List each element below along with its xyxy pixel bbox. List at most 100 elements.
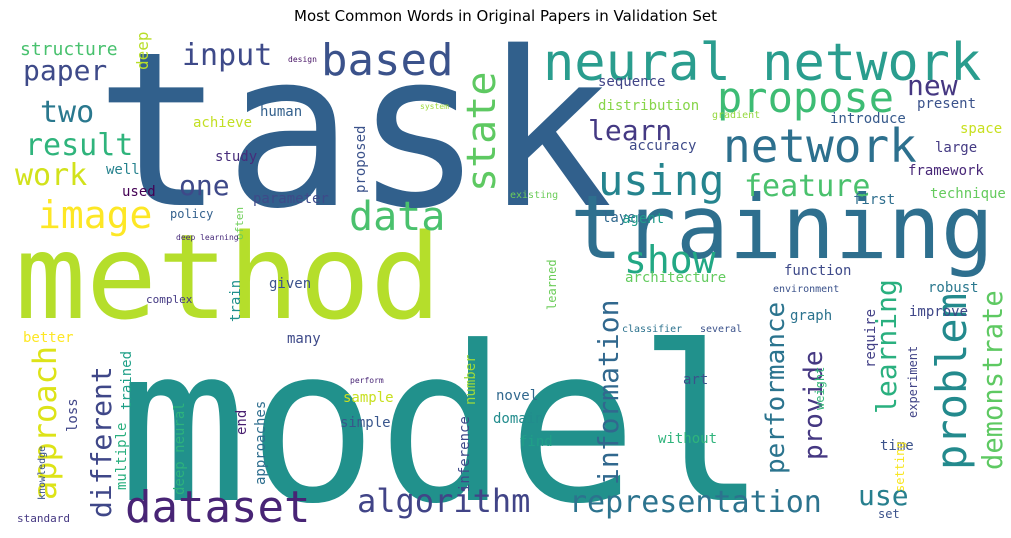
word-learn: learn: [588, 114, 672, 147]
word-simple: simple: [340, 415, 391, 431]
word-multiple: multiple: [114, 423, 130, 490]
word-provide: provide: [799, 350, 829, 460]
word-accuracy: accuracy: [629, 138, 696, 154]
chart-title: Most Common Words in Original Papers in …: [294, 7, 717, 25]
word-weight: weight: [813, 367, 827, 410]
word-art: art: [683, 372, 708, 388]
word-training: training: [570, 176, 994, 279]
word-agent: agent: [622, 211, 664, 227]
word-used: used: [122, 184, 156, 200]
word-paper: paper: [23, 54, 107, 87]
word-require: require: [863, 309, 879, 368]
word-achieve: achieve: [193, 115, 252, 131]
word-many: many: [287, 331, 321, 347]
word-new: new: [907, 69, 958, 102]
word-often: often: [233, 207, 246, 240]
word-space: space: [960, 121, 1002, 137]
word-well: well: [106, 162, 140, 178]
word-standard: standard: [17, 512, 70, 525]
word-algorithm: algorithm: [357, 482, 530, 520]
word-deep: deep: [133, 31, 152, 70]
word-distribution: distribution: [598, 98, 699, 114]
word-feature: feature: [744, 169, 870, 204]
word-proposed: proposed: [353, 126, 369, 193]
word-design: design: [288, 55, 317, 64]
word-using: using: [598, 156, 724, 205]
word-gradient: gradient: [712, 110, 760, 121]
word-model: model: [118, 300, 767, 538]
word-architecture: architecture: [625, 270, 726, 286]
word-problem: problem: [927, 293, 976, 470]
word-sample: sample: [343, 390, 394, 406]
word-propose: propose: [717, 73, 894, 122]
word-first: first: [853, 192, 895, 208]
word-image: image: [38, 193, 152, 237]
word-large: large: [935, 140, 977, 156]
word-network: network: [723, 119, 917, 173]
word-without: without: [658, 431, 717, 447]
word-information: information: [592, 300, 625, 485]
word-technique: technique: [930, 186, 1006, 202]
word-parameter: parameter: [253, 191, 329, 207]
word-sequence: sequence: [598, 74, 665, 90]
word-train: train: [228, 280, 244, 322]
word-use: use: [858, 479, 909, 512]
word-end: end: [234, 410, 250, 435]
word-function: function: [784, 263, 851, 279]
word-one: one: [179, 169, 230, 202]
word-representation: representation: [569, 485, 822, 520]
word-graph: graph: [790, 308, 832, 324]
word-knowledge: knowledge: [37, 446, 48, 500]
word-input: input: [182, 38, 272, 73]
word-robust: robust: [928, 280, 979, 296]
word-two: two: [40, 95, 94, 130]
word-show: show: [624, 238, 716, 282]
word-inference: inference: [457, 416, 473, 492]
word-deep-learning: deep learning: [176, 233, 239, 242]
word-work: work: [15, 158, 87, 193]
word-setting: setting: [893, 441, 907, 492]
word-environment: environment: [773, 284, 839, 295]
word-layer: layer: [602, 210, 644, 226]
word-human: human: [260, 104, 302, 120]
word-performance: performance: [761, 302, 791, 474]
word-improve: improve: [909, 304, 968, 320]
word-novel: novel: [496, 388, 538, 404]
word-system: system: [420, 102, 449, 111]
word-several: several: [700, 324, 742, 335]
word-complex: complex: [146, 293, 193, 306]
word-task: task: [95, 5, 613, 256]
word-deep-neural: deep neural: [172, 402, 188, 495]
word-time: time: [880, 438, 914, 454]
word-trained: trained: [119, 351, 135, 410]
word-result: result: [25, 128, 133, 163]
word-find: find: [519, 434, 553, 450]
word-domain: domain: [493, 411, 544, 427]
word-better: better: [23, 330, 74, 346]
word-introduce: introduce: [830, 111, 906, 127]
word-approaches: approaches: [253, 401, 269, 485]
word-classifier: classifier: [622, 324, 682, 335]
word-loss: loss: [65, 398, 81, 432]
word-dataset: dataset: [125, 482, 310, 533]
word-set: set: [878, 507, 900, 521]
word-different: different: [85, 366, 118, 518]
word-based: based: [321, 35, 453, 86]
word-present: present: [917, 96, 976, 112]
word-number: number: [463, 354, 479, 405]
word-demonstrate: demonstrate: [978, 290, 1009, 470]
word-framework: framework: [908, 163, 984, 179]
word-learned: learned: [545, 259, 559, 310]
word-data: data: [349, 194, 445, 240]
word-perform: perform: [350, 376, 384, 385]
word-experiment: experiment: [906, 346, 920, 418]
word-neural-network: neural network: [543, 33, 981, 93]
word-study: study: [215, 149, 257, 165]
word-approach: approach: [26, 346, 64, 500]
word-structure: structure: [20, 39, 118, 60]
word-state: state: [459, 72, 505, 192]
word-given: given: [269, 276, 311, 292]
word-existing: existing: [510, 190, 558, 201]
word-policy: policy: [170, 207, 213, 221]
